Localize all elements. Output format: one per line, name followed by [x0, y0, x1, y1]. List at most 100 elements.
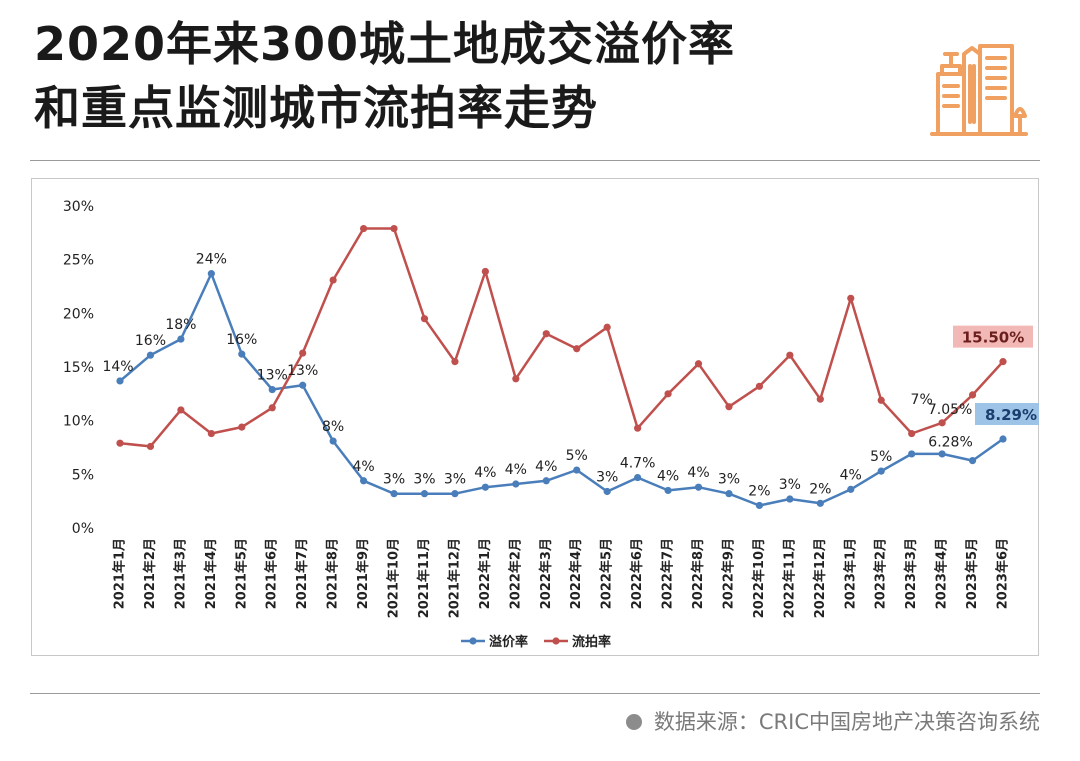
data-point [268, 404, 276, 412]
data-point [786, 351, 794, 359]
data-point [207, 270, 215, 278]
data-point [542, 477, 550, 485]
x-tick-label: 2022年8月 [690, 538, 706, 609]
data-label: 15.50% [962, 329, 1024, 347]
data-point [573, 466, 581, 474]
footer-divider [30, 693, 1040, 694]
data-point [725, 403, 733, 411]
data-point [694, 483, 703, 491]
data-point [512, 480, 520, 488]
title-line-2: 和重点监测城市流拍率走势 [34, 81, 598, 135]
line-chart: 0% 5% 10% 15% 20% 25% 30% 2021年1月 2021年2月 2021年3月… [63, 199, 1039, 650]
data-source: 数据来源：CRIC中国房地产决策咨询系统 [625, 706, 1040, 736]
x-tick-label: 2022年6月 [629, 538, 645, 609]
data-point [786, 495, 794, 503]
data-point [755, 382, 764, 390]
data-label: 16% [135, 333, 166, 349]
x-tick-label: 2023年6月 [995, 538, 1011, 609]
data-label: 5% [870, 449, 892, 465]
x-tick-label: 2022年12月 [812, 538, 828, 618]
data-label-box [953, 325, 1033, 348]
data-label: 18% [165, 317, 196, 333]
bullet-dot-icon [625, 714, 642, 730]
data-label: 3% [779, 477, 801, 493]
chart-title: 2020年来300城土地成交溢价率 和重点监测城市流拍率走势 [34, 12, 735, 140]
x-tick-label: 2022年5月 [599, 538, 615, 609]
data-point [146, 442, 155, 451]
data-point [299, 381, 307, 389]
data-point [177, 335, 185, 343]
data-label: 3% [444, 472, 466, 488]
data-label: 7.05% [928, 402, 972, 418]
legend-label-1: 溢价率 [489, 634, 528, 650]
data-label: 6.28% [928, 435, 972, 451]
data-point [877, 467, 885, 475]
data-point [816, 395, 824, 403]
data-point [664, 486, 672, 495]
data-label-box [975, 403, 1039, 426]
data-point [634, 473, 642, 482]
data-point [177, 406, 185, 414]
x-tick-label: 2022年1月 [477, 538, 493, 609]
x-tick-label: 2021年7月 [294, 538, 310, 609]
data-label: 3% [413, 472, 435, 488]
data-label: 3% [383, 472, 405, 488]
x-tick-label: 2022年2月 [507, 538, 523, 609]
data-point [908, 450, 916, 458]
data-point [116, 439, 124, 447]
x-tick-label: 2023年3月 [903, 538, 919, 609]
data-point [207, 429, 215, 438]
x-tick-label: 2021年6月 [264, 538, 280, 609]
data-point [420, 490, 429, 498]
x-tick-label: 2022年10月 [751, 538, 767, 618]
data-point [755, 501, 764, 510]
series-line-2 [119, 227, 1004, 448]
data-point [694, 360, 703, 368]
data-point [847, 485, 855, 493]
data-label: 14% [102, 359, 133, 375]
data-label: 7% [911, 392, 933, 408]
x-tick-label: 2023年5月 [964, 538, 980, 609]
y-tick-label: 0% [72, 521, 94, 537]
x-tick-label: 2023年4月 [934, 538, 950, 609]
legend-marker-2 [552, 637, 560, 645]
data-label: 4% [840, 467, 862, 483]
data-label: 3% [596, 470, 618, 486]
data-label: 13% [257, 368, 288, 384]
data-point [542, 330, 550, 338]
y-tick-label: 15% [63, 360, 94, 376]
data-point [999, 358, 1007, 366]
data-point [968, 391, 977, 399]
data-point [329, 437, 337, 445]
data-point [268, 385, 276, 394]
y-tick-label: 20% [63, 306, 94, 322]
data-label: 3% [718, 472, 740, 488]
data-label: 4% [687, 465, 709, 481]
data-point [359, 477, 368, 485]
x-tick-label: 2023年1月 [842, 538, 858, 609]
x-tick-label: 2022年9月 [720, 538, 736, 609]
data-point [908, 429, 916, 438]
data-point [481, 483, 489, 491]
x-tick-label: 2022年4月 [568, 538, 584, 609]
data-label: 2% [809, 481, 831, 497]
data-label: 4% [352, 459, 374, 475]
data-label: 5% [566, 448, 588, 464]
city-buildings-icon [930, 44, 1028, 136]
data-point [238, 423, 246, 431]
y-tick-label: 25% [63, 253, 94, 269]
data-point [603, 323, 611, 331]
data-label: 2% [748, 483, 770, 499]
series-line-1 [119, 272, 1004, 507]
y-tick-label: 10% [63, 414, 94, 430]
data-label: 4% [657, 468, 679, 484]
y-tick-label: 30% [63, 199, 94, 215]
data-label: 8.29% [985, 406, 1037, 424]
x-tick-label: 2022年7月 [660, 538, 676, 609]
data-point [116, 377, 124, 385]
x-tick-label: 2021年3月 [172, 538, 188, 609]
title-divider [30, 160, 1040, 161]
y-tick-label: 5% [72, 467, 94, 483]
data-point [999, 435, 1007, 443]
x-tick-label: 2021年12月 [446, 538, 462, 618]
